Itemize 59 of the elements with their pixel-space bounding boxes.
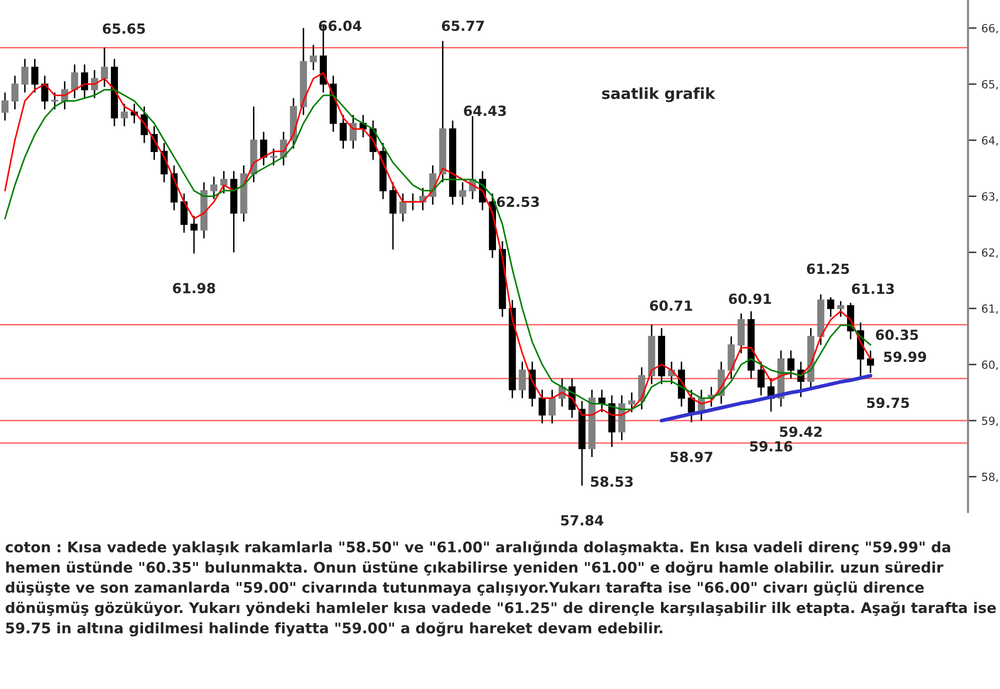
annotation: 64.43 <box>464 106 506 116</box>
candlestick <box>180 192 188 234</box>
candlestick <box>310 44 317 71</box>
y-tick-label: 65, <box>982 80 998 90</box>
candlestick <box>71 64 78 99</box>
annotation: 59.75 <box>867 398 909 408</box>
annotation: 57.84 <box>561 515 604 526</box>
candlestick <box>120 103 128 127</box>
y-tick-label: 62, <box>982 248 998 258</box>
text: coton : Kısa vadede yaklaşık rakamlarla "58.50" ve "61.00" aralığında dolaşmakta. En kısa vadeli direnç "59.99" da hemen üstünde "60.35" bulunmakta. Onun üstüne çıkabilirse yeniden "61.00" e doğru hamle olabilir. uzun süredir düşüşte ve son zamanlarda "59.00" civarında tutunmaya çalışıyor.Yukarı tarafta ise "66.00" civarı güçlü dirence dönüşmüş gözüküyor. Yukarı yöndeki hamleler kısa vadede "61.25" de dirençle karşılaşabilir ilk etapta. Aşağı tarafta ise 59.75 in altına gidilmesi halinde fiyatta "59.00" a doğru hareket devam edebilir. <box>6 540 996 636</box>
candlestick <box>220 170 228 194</box>
y-tick-label: 66, <box>982 24 998 34</box>
annotation: 61.25 <box>806 264 849 274</box>
annotation: 62.53 <box>496 196 539 208</box>
y-tick-label: 63, <box>982 192 998 202</box>
candlestick <box>758 361 765 396</box>
candlestick <box>866 350 874 374</box>
y-tick-label: 64, <box>982 136 998 146</box>
candlestick <box>548 389 556 424</box>
candlestick <box>41 75 48 110</box>
candlestick <box>190 215 198 254</box>
y-tick-label: 61, <box>982 304 998 314</box>
candlestick <box>51 92 58 110</box>
candlestick <box>81 64 88 99</box>
candlestick <box>340 114 347 150</box>
candlestick <box>628 392 636 413</box>
y-tick-label: 60, <box>982 360 998 370</box>
y-tick-label: 58, <box>982 472 998 482</box>
candlestick <box>11 75 18 110</box>
annotation: 66.04 <box>318 20 362 32</box>
annotation: 59.42 <box>780 426 822 437</box>
candlestick <box>1 92 9 122</box>
candlestick <box>827 296 834 318</box>
text: saatlik grafik <box>602 87 716 102</box>
annotation: 65.65 <box>102 23 145 34</box>
candlestick <box>837 300 844 318</box>
candlestick <box>100 46 108 88</box>
candlestick <box>518 361 526 399</box>
annotation: 59.16 <box>750 441 792 452</box>
annotation: 61.98 <box>172 282 216 294</box>
text: 60.35 <box>876 330 918 340</box>
candlestick <box>389 182 397 250</box>
candlestick <box>21 58 28 94</box>
candlestick <box>399 192 406 222</box>
annotation: 60.91 <box>728 294 772 304</box>
candlestick <box>270 148 278 166</box>
candlestick <box>210 176 218 200</box>
annotation: 58.97 <box>670 452 712 462</box>
candlestick <box>787 350 794 380</box>
y-tick-label: 59, <box>982 416 998 426</box>
annotation: 60.71 <box>650 300 692 311</box>
candlestick <box>538 389 546 424</box>
annotation: 61.13 <box>852 284 894 294</box>
text: 59.99 <box>884 352 926 362</box>
candlestick <box>459 182 466 206</box>
candlestick <box>260 131 268 166</box>
annotation: 58.53 <box>590 476 633 487</box>
annotation: 65.77 <box>442 20 484 32</box>
candlestick <box>31 58 38 94</box>
